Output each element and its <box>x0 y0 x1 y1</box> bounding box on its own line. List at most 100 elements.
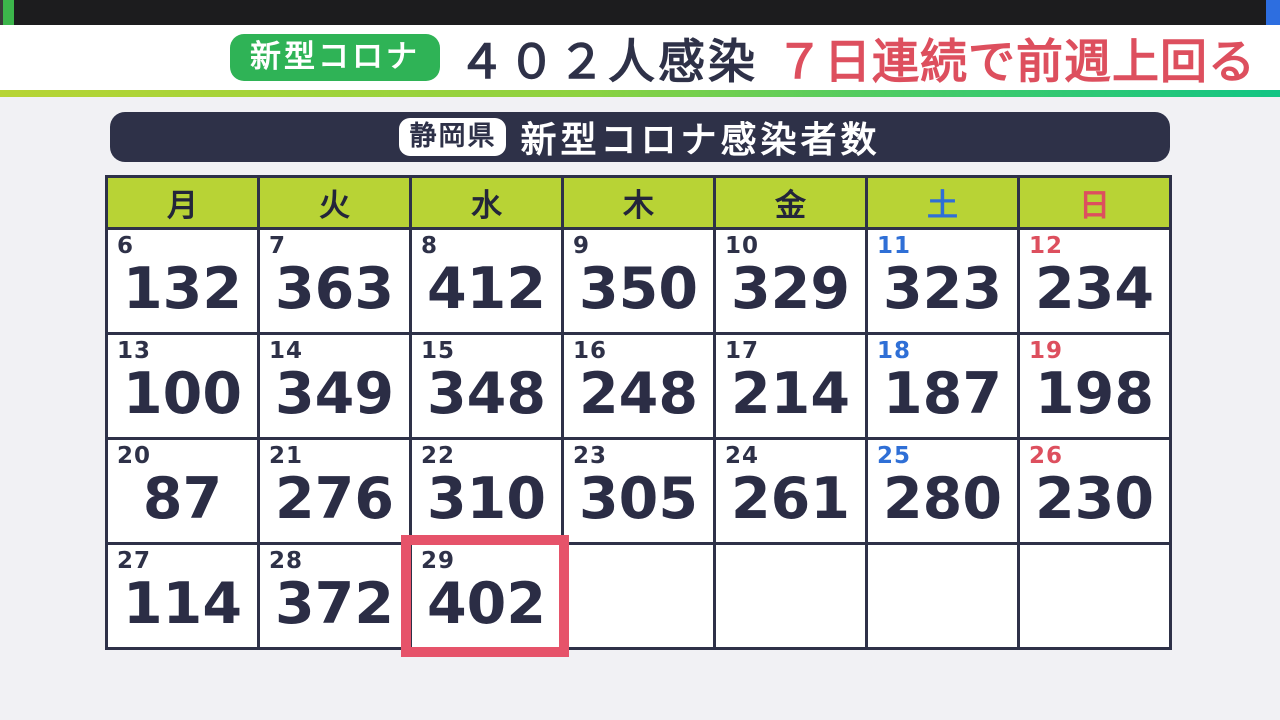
calendar-cell-empty <box>561 542 716 650</box>
frame-corner-green <box>0 0 14 25</box>
day-number: 19 <box>1029 338 1064 364</box>
day-number: 12 <box>1029 233 1064 259</box>
case-count-value: 305 <box>579 466 698 532</box>
calendar-cell-day-10: 10 329 <box>713 227 868 335</box>
weekday-header-5: 金 <box>713 175 868 230</box>
case-count-value: 261 <box>731 466 850 532</box>
day-number: 20 <box>117 443 152 469</box>
case-count-value: 132 <box>123 256 242 322</box>
frame-corner-blue <box>1266 0 1280 25</box>
prefecture-badge: 静岡県 <box>399 118 507 156</box>
calendar-week-row: 13 100 14 349 15 348 16 248 17 214 18 187 19 198 <box>105 332 1172 440</box>
calendar-cell-day-29: 29 402 <box>401 535 569 657</box>
day-number: 27 <box>117 548 152 574</box>
case-count-value: 402 <box>427 571 546 637</box>
day-number: 25 <box>877 443 912 469</box>
day-number: 6 <box>117 233 135 259</box>
case-count-value: 348 <box>427 361 546 427</box>
calendar-cell-day-15: 15 348 <box>409 332 564 440</box>
calendar-cell-day-12: 12 234 <box>1017 227 1172 335</box>
weekday-header-1: 月 <box>105 175 260 230</box>
case-count-value: 363 <box>275 256 394 322</box>
case-count-value: 349 <box>275 361 394 427</box>
day-number: 11 <box>877 233 912 259</box>
headline-banner: 新型コロナ ４０２人感染 ７日連続で前週上回る <box>0 25 1280 90</box>
case-count-value: 310 <box>427 466 546 532</box>
day-number: 21 <box>269 443 304 469</box>
banner-underline <box>0 90 1280 97</box>
calendar-cell-day-22: 22 310 <box>409 437 564 545</box>
case-count-value: 372 <box>275 571 394 637</box>
weekday-header-3: 水 <box>409 175 564 230</box>
calendar-cell-empty <box>865 542 1020 650</box>
calendar-cell-day-26: 26 230 <box>1017 437 1172 545</box>
day-number: 28 <box>269 548 304 574</box>
calendar-cell-day-28: 28 372 <box>257 542 412 650</box>
infection-calendar-table: 月火水木金土日 6 132 7 363 8 412 9 350 10 329 11 323 12 234 1… <box>105 175 1172 657</box>
calendar-cell-day-9: 9 350 <box>561 227 716 335</box>
case-count-value: 230 <box>1035 466 1154 532</box>
headline-case-count: ４０２人感染 <box>458 35 758 90</box>
case-count-value: 198 <box>1035 361 1154 427</box>
top-letterbox-bar <box>0 0 1280 25</box>
calendar-cell-day-24: 24 261 <box>713 437 868 545</box>
calendar-cell-empty <box>1017 542 1172 650</box>
calendar-cell-day-21: 21 276 <box>257 437 412 545</box>
weekday-header-row: 月火水木金土日 <box>105 175 1172 230</box>
calendar-cell-day-17: 17 214 <box>713 332 868 440</box>
weekday-header-6: 土 <box>865 175 1020 230</box>
calendar-body: 6 132 7 363 8 412 9 350 10 329 11 323 12 234 13 100 14 34… <box>105 227 1172 657</box>
chart-title-bar: 静岡県 新型コロナ感染者数 <box>110 112 1170 162</box>
case-count-value: 248 <box>579 361 698 427</box>
calendar-cell-day-20: 20 87 <box>105 437 260 545</box>
calendar-cell-empty <box>713 542 868 650</box>
case-count-value: 234 <box>1035 256 1154 322</box>
case-count-value: 350 <box>579 256 698 322</box>
calendar-cell-day-27: 27 114 <box>105 542 260 650</box>
day-number: 29 <box>421 548 456 574</box>
case-count-value: 323 <box>883 256 1002 322</box>
case-count-value: 214 <box>731 361 850 427</box>
case-count-value: 412 <box>427 256 546 322</box>
calendar-cell-day-13: 13 100 <box>105 332 260 440</box>
day-number: 17 <box>725 338 760 364</box>
case-count-value: 329 <box>731 256 850 322</box>
calendar-cell-day-16: 16 248 <box>561 332 716 440</box>
day-number: 24 <box>725 443 760 469</box>
case-count-value: 280 <box>883 466 1002 532</box>
weekday-header-7: 日 <box>1017 175 1172 230</box>
day-number: 16 <box>573 338 608 364</box>
calendar-cell-day-11: 11 323 <box>865 227 1020 335</box>
calendar-cell-day-6: 6 132 <box>105 227 260 335</box>
calendar-week-row: 6 132 7 363 8 412 9 350 10 329 11 323 12 234 <box>105 227 1172 335</box>
day-number: 23 <box>573 443 608 469</box>
day-number: 7 <box>269 233 287 259</box>
day-number: 8 <box>421 233 439 259</box>
day-number: 18 <box>877 338 912 364</box>
calendar-cell-day-8: 8 412 <box>409 227 564 335</box>
case-count-value: 114 <box>123 571 242 637</box>
topic-badge: 新型コロナ <box>230 33 440 82</box>
calendar-week-row: 20 87 21 276 22 310 23 305 24 261 25 280 26 230 <box>105 437 1172 545</box>
calendar-week-row: 27 114 28 372 29 402 <box>105 535 1172 657</box>
calendar-cell-day-18: 18 187 <box>865 332 1020 440</box>
day-number: 15 <box>421 338 456 364</box>
case-count-value: 276 <box>275 466 394 532</box>
weekday-header-2: 火 <box>257 175 412 230</box>
case-count-value: 187 <box>883 361 1002 427</box>
day-number: 22 <box>421 443 456 469</box>
calendar-cell-day-14: 14 349 <box>257 332 412 440</box>
day-number: 9 <box>573 233 591 259</box>
day-number: 10 <box>725 233 760 259</box>
calendar-cell-day-7: 7 363 <box>257 227 412 335</box>
day-number: 13 <box>117 338 152 364</box>
chart-title: 新型コロナ感染者数 <box>520 120 881 161</box>
calendar-cell-day-25: 25 280 <box>865 437 1020 545</box>
calendar-cell-day-19: 19 198 <box>1017 332 1172 440</box>
day-number: 14 <box>269 338 304 364</box>
day-number: 26 <box>1029 443 1064 469</box>
case-count-value: 100 <box>123 361 242 427</box>
calendar-cell-day-23: 23 305 <box>561 437 716 545</box>
weekday-header-4: 木 <box>561 175 716 230</box>
headline-trend-text: ７日連続で前週上回る <box>776 35 1256 90</box>
